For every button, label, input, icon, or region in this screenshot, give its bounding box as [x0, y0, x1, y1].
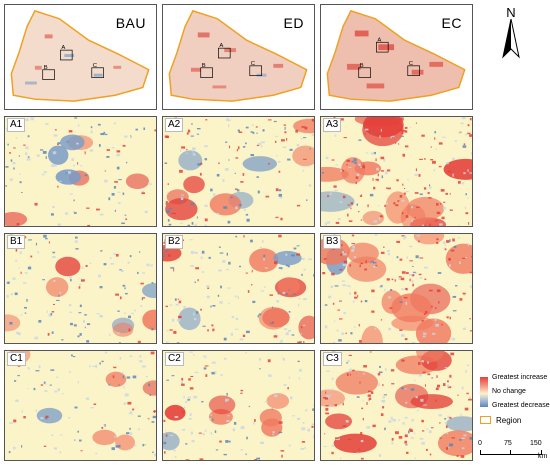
- detail-map-label: C3: [323, 352, 342, 366]
- detail-map-b1-svg: [5, 234, 156, 343]
- scale-unit: km: [538, 453, 548, 460]
- overview-map-bau: A B C BAU: [4, 4, 157, 110]
- legend-region-label: Region: [496, 416, 522, 425]
- overview-ec-box-b: [358, 67, 371, 78]
- overview-bau-box-a-label: A: [61, 45, 65, 51]
- scale-bar-line: [480, 450, 542, 455]
- detail-map-label: A1: [7, 118, 26, 132]
- detail-map-c3-svg: [321, 351, 472, 460]
- detail-map-label: C2: [165, 352, 184, 366]
- overview-bau-box-c-label: C: [93, 63, 98, 69]
- overview-ed-box-b: [200, 67, 213, 78]
- detail-map-b2: B2: [162, 233, 315, 344]
- overview-ec-box-b-label: B: [360, 63, 364, 69]
- detail-map-label: A2: [165, 118, 184, 132]
- scenario-label-ed: ED: [283, 15, 304, 31]
- scenario-label-bau: BAU: [115, 15, 146, 31]
- north-arrow: N: [495, 5, 527, 60]
- overview-ec-box-c: [407, 65, 420, 76]
- overview-bau-hotspots: [25, 34, 122, 85]
- overview-map-ed: A B C ED: [162, 4, 315, 110]
- overview-ed-box-c: [249, 65, 262, 76]
- detail-map-label: C1: [7, 352, 26, 366]
- legend-region-swatch: [480, 416, 491, 424]
- overview-ec-hotspots: [346, 30, 444, 89]
- overview-ec-box-a-label: A: [377, 37, 381, 43]
- scale-tick-75: 75: [504, 440, 512, 447]
- detail-map-a3-svg: [321, 117, 472, 226]
- overview-bau-box-b: [42, 69, 55, 80]
- north-arrow-icon: [502, 19, 520, 59]
- detail-map-c1-svg: [8, 351, 156, 457]
- detail-map-a1-svg: [5, 117, 156, 226]
- detail-map-label: A3: [323, 118, 342, 132]
- detail-map-b1: B1: [4, 233, 157, 344]
- overview-bau-svg: A B C: [10, 9, 150, 102]
- overview-ed-box-a-label: A: [219, 43, 223, 49]
- detail-map-c1: C1: [4, 350, 157, 461]
- detail-map-label: B1: [7, 235, 26, 249]
- legend-high-label: Greatest increase: [492, 374, 548, 381]
- legend-mid-label: No change: [492, 388, 526, 395]
- detail-map-b3: B3: [320, 233, 473, 344]
- scale-tick-150: 150: [530, 440, 542, 447]
- detail-map-c2: C2: [162, 350, 315, 461]
- scale-tick-0: 0: [478, 440, 482, 447]
- detail-map-c2-svg: [163, 351, 314, 460]
- legend-color-ramp: [480, 377, 488, 407]
- detail-map-a3: A3: [320, 116, 473, 227]
- overview-map-ec: A B C EC: [320, 4, 473, 110]
- overview-bau-box-c: [91, 67, 104, 78]
- scale-bar-mid-tick: [510, 450, 511, 454]
- overview-ec-box-a: [376, 41, 389, 53]
- detail-map-c3: C3: [320, 350, 473, 461]
- detail-map-b3-svg: [321, 234, 472, 343]
- overview-bau-box-a: [60, 49, 73, 61]
- north-label: N: [506, 5, 516, 20]
- detail-map-a2: A2: [162, 116, 315, 227]
- overview-ed-svg: A B C: [168, 9, 308, 102]
- detail-map-a2-svg: [164, 117, 314, 226]
- overview-bau-box-b-label: B: [44, 65, 48, 71]
- detail-map-a1: A1: [4, 116, 157, 227]
- overview-ec-box-c-label: C: [409, 61, 414, 67]
- legend-low-label: Greatest decrease: [492, 402, 550, 409]
- overview-ed-box-c-label: C: [251, 61, 256, 67]
- overview-ed-box-b-label: B: [202, 63, 206, 69]
- scenario-label-ec: EC: [441, 15, 462, 31]
- overview-ec-svg: A B C: [326, 9, 466, 102]
- detail-map-b2-svg: [163, 234, 314, 343]
- detail-map-label: B2: [165, 235, 184, 249]
- detail-map-label: B3: [323, 235, 342, 249]
- overview-ed-box-a: [218, 47, 231, 59]
